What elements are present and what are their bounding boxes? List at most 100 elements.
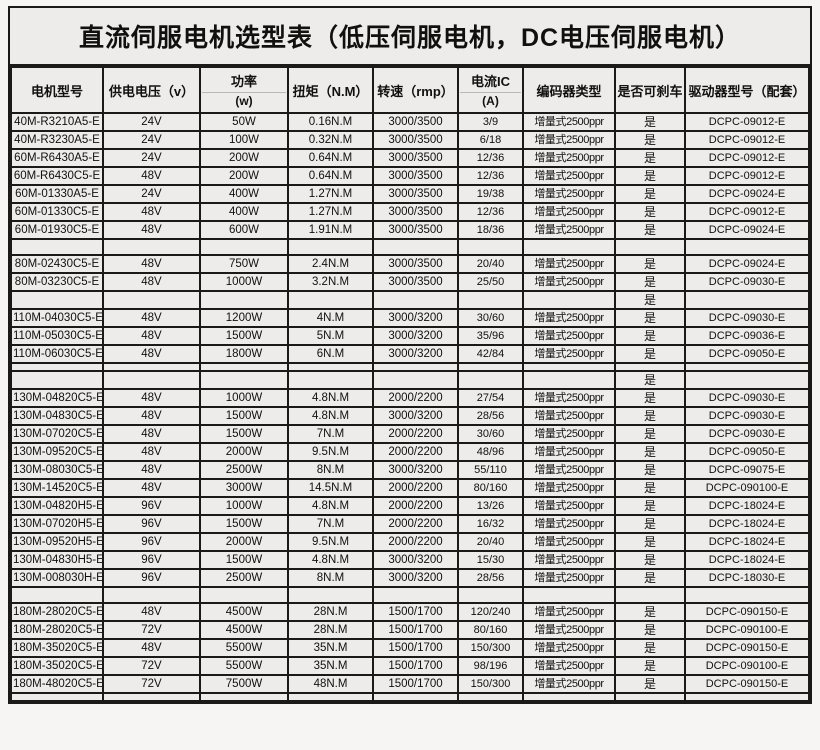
torque-cell: 8N.M	[287, 568, 374, 588]
driver-cell: DCPC-09012-E	[684, 112, 810, 132]
current-cell: 30/60	[457, 424, 524, 444]
current-cell: 120/240	[457, 602, 524, 622]
table-row: 130M-07020C5-E 48V 1500W 7N.M 2000/2200 30/60…	[10, 424, 810, 444]
voltage-cell: 48V	[102, 220, 201, 240]
power-cell: 1500W	[199, 406, 289, 426]
power-cell: 4500W	[199, 602, 289, 622]
table-row: 180M-28020C5-E 72V 4500W 28N.M 1500/1700 80/1…	[10, 620, 810, 640]
model-cell: 110M-05030C5-E	[10, 326, 104, 346]
table-row: 130M-09520C5-E 48V 2000W 9.5N.M 2000/2200 48/…	[10, 442, 810, 462]
current-cell: 28/56	[457, 406, 524, 426]
power-cell: 400W	[199, 184, 289, 204]
column-header-speed: 转速（rmp）	[372, 66, 459, 114]
model-cell: 130M-008030H-E	[10, 568, 104, 588]
spacer-row	[10, 586, 810, 604]
table-row: 60M-01930C5-E 48V 600W 1.91N.M 3000/3500 18/3…	[10, 220, 810, 240]
column-header-label: 编码器类型	[536, 83, 602, 99]
voltage-cell: 48V	[102, 326, 201, 346]
encoder-cell: 增量式2500ppr	[522, 478, 616, 498]
torque-cell: 1.27N.M	[287, 184, 374, 204]
torque-cell: 7N.M	[287, 424, 374, 444]
encoder-cell	[522, 370, 616, 390]
current-cell: 3/9	[457, 112, 524, 132]
current-cell: 42/84	[457, 344, 524, 364]
column-header-label: 功率	[230, 74, 257, 89]
current-cell: 27/54	[457, 388, 524, 408]
column-header-brake: 是否可刹车	[614, 66, 686, 114]
encoder-cell: 增量式2500ppr	[522, 550, 616, 570]
speed-cell: 3000/3500	[372, 254, 459, 274]
speed-cell: 3000/3500	[372, 220, 459, 240]
torque-cell	[287, 370, 374, 390]
torque-cell	[287, 362, 374, 372]
torque-cell: 35N.M	[287, 656, 374, 676]
power-cell: 2500W	[199, 568, 289, 588]
torque-cell: 6N.M	[287, 344, 374, 364]
driver-cell: DCPC-090150-E	[684, 674, 810, 694]
column-header-label: 扭矩（N.M）	[292, 83, 369, 99]
column-header-label: 电流IC	[470, 74, 510, 89]
brake-cell: 是	[614, 568, 686, 588]
encoder-cell: 增量式2500ppr	[522, 602, 616, 622]
header-row: 电机型号 供电电压（v） 功率 (w) 扭矩（N.M） 转速（rmp） 电流IC (A) 编码器…	[10, 66, 810, 114]
model-cell: 180M-28020C5-E	[10, 602, 104, 622]
speed-cell	[372, 290, 459, 310]
model-cell: 180M-35020C5-E	[10, 656, 104, 676]
brake-cell	[614, 238, 686, 256]
brake-cell: 是	[614, 514, 686, 534]
power-cell	[199, 370, 289, 390]
speed-cell	[372, 692, 459, 702]
encoder-cell: 增量式2500ppr	[522, 326, 616, 346]
brake-cell: 是	[614, 202, 686, 222]
model-cell	[10, 362, 104, 372]
column-header-label: 驱动器型号（配套）	[688, 83, 806, 99]
voltage-cell: 48V	[102, 166, 201, 186]
driver-cell	[684, 290, 810, 310]
speed-cell: 2000/2200	[372, 496, 459, 516]
model-cell: 110M-04030C5-E	[10, 308, 104, 328]
driver-cell: DCPC-09012-E	[684, 148, 810, 168]
torque-cell: 14.5N.M	[287, 478, 374, 498]
current-cell: 35/96	[457, 326, 524, 346]
voltage-cell: 48V	[102, 344, 201, 364]
brake-cell: 是	[614, 424, 686, 444]
column-header-torque: 扭矩（N.M）	[287, 66, 374, 114]
driver-cell	[684, 692, 810, 702]
encoder-cell: 增量式2500ppr	[522, 202, 616, 222]
current-cell: 13/26	[457, 496, 524, 516]
power-cell: 1200W	[199, 308, 289, 328]
torque-cell: 7N.M	[287, 514, 374, 534]
speed-cell: 3000/3200	[372, 550, 459, 570]
speed-cell: 3000/3500	[372, 184, 459, 204]
brake-cell: 是	[614, 388, 686, 408]
brake-cell: 是	[614, 656, 686, 676]
brake-cell: 是	[614, 406, 686, 426]
brake-cell: 是	[614, 272, 686, 292]
encoder-cell	[522, 238, 616, 256]
driver-cell: DCPC-090150-E	[684, 638, 810, 658]
encoder-cell: 增量式2500ppr	[522, 112, 616, 132]
torque-cell: 2.4N.M	[287, 254, 374, 274]
driver-cell: DCPC-09030-E	[684, 424, 810, 444]
table-row: 180M-28020C5-E 48V 4500W 28N.M 1500/1700 120/…	[10, 602, 810, 622]
encoder-cell: 增量式2500ppr	[522, 388, 616, 408]
model-cell	[10, 692, 104, 702]
voltage-cell: 48V	[102, 406, 201, 426]
table-row: 130M-008030H-E 96V 2500W 8N.M 3000/3200 28/56…	[10, 568, 810, 588]
column-header-label: 是否可刹车	[617, 83, 683, 99]
brake-cell: 是	[614, 326, 686, 346]
table-row: 130M-04830H5-E 96V 1500W 4.8N.M 3000/3200 15/…	[10, 550, 810, 570]
speed-cell: 2000/2200	[372, 514, 459, 534]
voltage-cell: 24V	[102, 130, 201, 150]
encoder-cell: 增量式2500ppr	[522, 532, 616, 552]
torque-cell: 0.64N.M	[287, 148, 374, 168]
current-cell	[457, 290, 524, 310]
power-cell: 7500W	[199, 674, 289, 694]
current-cell: 48/96	[457, 442, 524, 462]
selection-table-sheet: 直流伺服电机选型表（低压伺服电机，DC电压伺服电机） 电机型号 供电电压（v） 功率…	[8, 6, 812, 704]
brake-cell: 是	[614, 620, 686, 640]
model-cell: 40M-R3230A5-E	[10, 130, 104, 150]
torque-cell: 4N.M	[287, 308, 374, 328]
power-cell: 100W	[199, 130, 289, 150]
brake-cell: 是	[614, 344, 686, 364]
